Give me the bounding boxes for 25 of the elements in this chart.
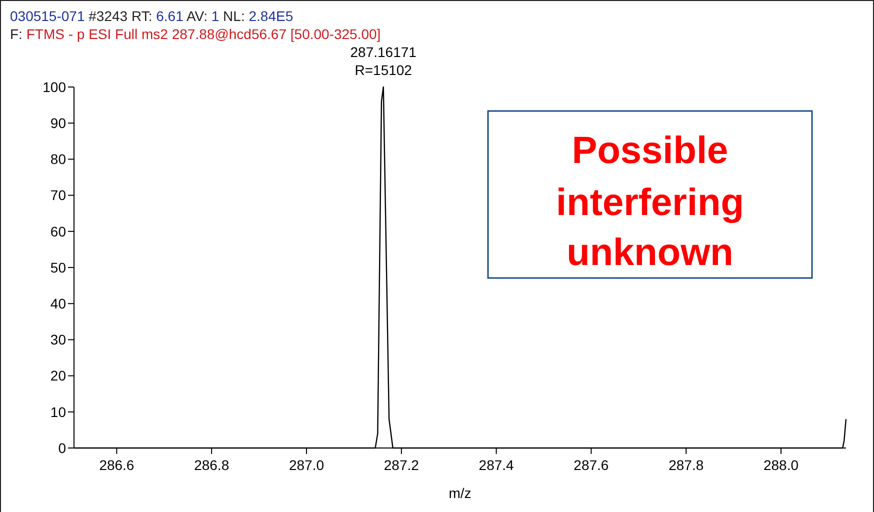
y-tick-label: 30 (50, 332, 66, 348)
y-tick-label: 0 (58, 440, 66, 456)
y-tick-label: 100 (42, 78, 66, 95)
y-tick-label: 70 (50, 187, 66, 204)
y-tick-label: 50 (50, 259, 66, 276)
y-tick-label: 20 (50, 368, 66, 384)
x-tick-label: 287.8 (668, 457, 704, 473)
annotation: Possible interfering unknown (556, 130, 744, 274)
x-tick-label: 288.0 (763, 457, 799, 473)
annotation: R=15102 (354, 62, 412, 78)
x-tick-label: 287.4 (478, 457, 514, 473)
y-tick-label: 60 (50, 223, 66, 240)
y-tick-label: 40 (50, 296, 66, 312)
y-tick-label: 10 (50, 404, 66, 420)
x-tick-label: 286.6 (99, 457, 134, 473)
y-tick-label: 90 (50, 115, 66, 131)
y-tick-label: 80 (50, 151, 66, 168)
text: F: FTMS - p ESI Full ms2 287.88@hcd56.67 [50.00-325.00] (10, 26, 381, 42)
x-tick-label: 287.0 (288, 457, 324, 473)
text: 030515-071 #3243 RT: 6.61 AV: 1 NL: 2.84E5 (10, 8, 294, 24)
x-axis-title: m/z (448, 485, 472, 501)
annotation: 287.16171 (350, 44, 417, 60)
x-tick-label: 287.6 (574, 457, 609, 473)
x-tick-label: 287.2 (384, 457, 420, 473)
x-tick-label: 286.8 (194, 457, 230, 473)
